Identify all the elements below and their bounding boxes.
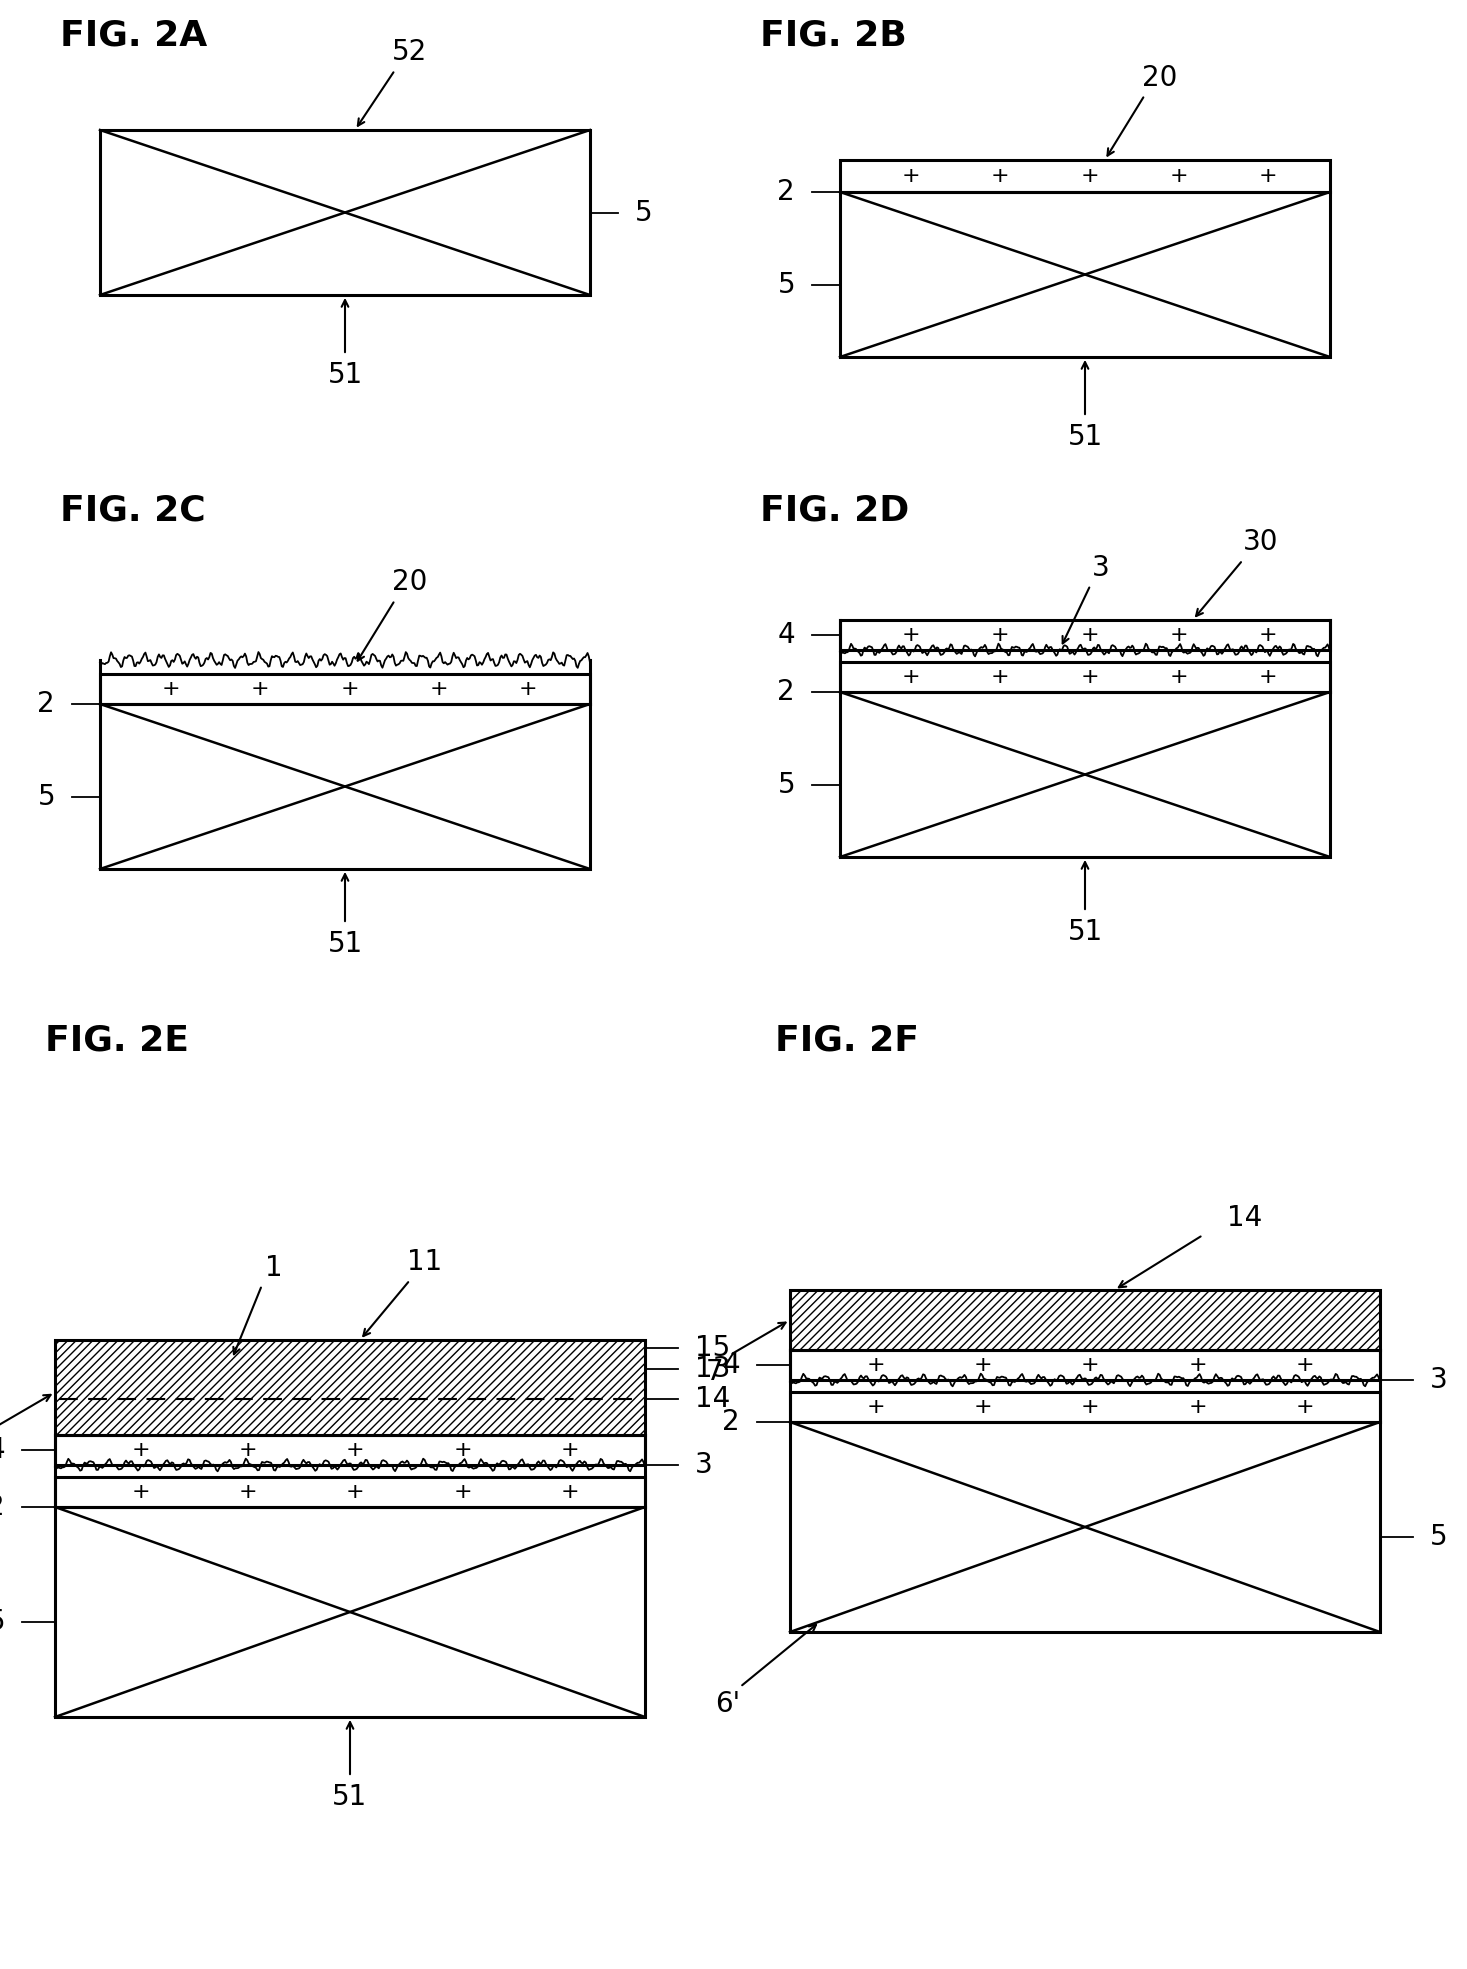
Text: +: + [346,1439,365,1459]
Text: +: + [560,1483,579,1502]
Text: +: + [1080,624,1099,646]
Text: +: + [239,1439,257,1459]
Bar [791,1351,1380,1380]
Text: 3: 3 [1430,1366,1448,1394]
Text: 51: 51 [1068,918,1103,945]
Bar [54,1341,645,1435]
Text: 5: 5 [0,1609,4,1636]
Text: FIG. 2D: FIG. 2D [760,492,910,528]
Text: +: + [453,1483,472,1502]
Text: 51: 51 [327,360,362,390]
Text: +: + [867,1355,885,1374]
Text: +: + [1259,667,1276,687]
Text: 11: 11 [408,1248,443,1276]
Text: 52: 52 [392,37,427,67]
Text: FIG. 2A: FIG. 2A [60,18,207,51]
Text: 20: 20 [392,567,428,597]
Text: +: + [1169,165,1188,185]
Text: 2: 2 [37,689,54,719]
Text: +: + [1188,1396,1207,1418]
Text: 4: 4 [0,1435,4,1465]
Bar [841,691,1331,857]
Text: +: + [1080,667,1099,687]
Bar [841,662,1331,691]
Text: 4: 4 [778,620,795,650]
Text: 20: 20 [1143,65,1178,93]
Text: +: + [132,1483,150,1502]
Text: +: + [1081,1355,1100,1374]
Bar [100,705,590,868]
Text: +: + [902,667,921,687]
Text: 4: 4 [722,1351,739,1378]
Text: 3: 3 [695,1451,713,1479]
Text: 2: 2 [778,177,795,207]
Bar [841,159,1331,193]
Text: +: + [902,624,921,646]
Text: 13: 13 [695,1355,731,1382]
Text: +: + [430,679,447,699]
Text: 30: 30 [1243,528,1279,555]
Text: 2: 2 [778,677,795,707]
Text: +: + [974,1355,992,1374]
Text: FIG. 2C: FIG. 2C [60,492,205,528]
Text: 5: 5 [778,770,795,799]
Text: 51: 51 [1068,423,1103,451]
Text: 51: 51 [333,1784,368,1811]
Text: 5: 5 [778,270,795,299]
Text: +: + [239,1483,257,1502]
Text: +: + [992,667,1009,687]
Text: FIG. 2B: FIG. 2B [760,18,907,51]
Text: 5: 5 [1430,1522,1448,1552]
Bar [54,1477,645,1506]
Text: +: + [1188,1355,1207,1374]
Text: +: + [992,165,1009,185]
Text: +: + [1259,165,1276,185]
Text: 5: 5 [635,199,653,226]
Text: +: + [1169,667,1188,687]
Text: FIG. 2E: FIG. 2E [45,1024,189,1057]
Text: 2: 2 [0,1493,4,1520]
Text: +: + [1259,624,1276,646]
Text: +: + [560,1439,579,1459]
Text: +: + [161,679,180,699]
Text: +: + [992,624,1009,646]
Text: FIG. 2F: FIG. 2F [775,1024,918,1057]
Text: 2: 2 [722,1408,739,1435]
Text: +: + [340,679,359,699]
Bar [841,193,1331,356]
Bar [100,130,590,295]
Text: +: + [1080,165,1099,185]
Text: +: + [518,679,537,699]
Text: +: + [251,679,270,699]
Text: +: + [867,1396,885,1418]
Bar [841,620,1331,650]
Text: +: + [1295,1355,1314,1374]
Text: +: + [453,1439,472,1459]
Text: +: + [974,1396,992,1418]
Text: 1: 1 [266,1254,283,1282]
Bar [100,673,590,705]
Text: 5: 5 [37,782,54,811]
Bar [791,1422,1380,1632]
Text: +: + [1169,624,1188,646]
Bar [791,1392,1380,1422]
Text: +: + [902,165,921,185]
Text: 3: 3 [1091,553,1109,583]
Text: 51: 51 [327,929,362,959]
Text: +: + [1081,1396,1100,1418]
Text: +: + [132,1439,150,1459]
Text: +: + [346,1483,365,1502]
Text: 14: 14 [1226,1203,1262,1233]
Text: 7': 7' [706,1359,731,1386]
Text: 15: 15 [695,1333,731,1363]
Bar [791,1290,1380,1351]
Text: 14: 14 [695,1384,731,1414]
Bar [54,1435,645,1465]
Text: 6': 6' [716,1689,741,1719]
Text: +: + [1295,1396,1314,1418]
Bar [54,1506,645,1717]
